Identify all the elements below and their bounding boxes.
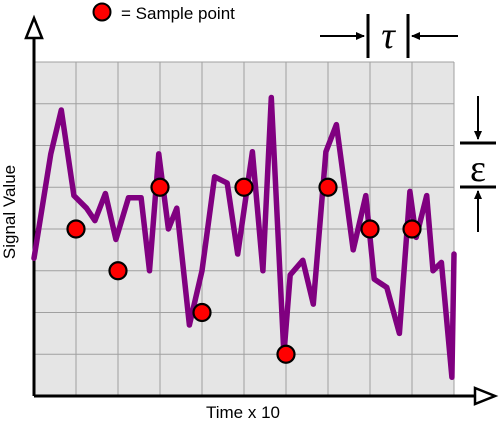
axes [24, 14, 499, 406]
sample-point [234, 177, 254, 197]
sample-point [108, 261, 128, 281]
tau-symbol: τ [381, 15, 396, 57]
sample-point [318, 177, 338, 197]
epsilon-symbol: ε [470, 148, 486, 190]
y-axis-label: Signal Value [0, 165, 19, 259]
x-axis-label: Time x 10 [206, 403, 280, 422]
tau-annotation: τ [320, 14, 458, 58]
legend: = Sample point [92, 2, 235, 23]
sample-point [192, 302, 212, 323]
sample-point [66, 219, 86, 239]
sample-point [150, 177, 170, 197]
y-axis-arrow-icon [24, 14, 44, 40]
epsilon-annotation: ε [460, 96, 496, 232]
legend-label: = Sample point [121, 4, 235, 23]
sample-point [360, 219, 380, 239]
signal-line [31, 94, 457, 380]
x-axis-arrow-icon [473, 386, 499, 406]
sample-point-legend-icon [92, 2, 112, 22]
sample-points [66, 177, 422, 364]
sample-point [276, 344, 296, 364]
sample-point [402, 219, 422, 239]
